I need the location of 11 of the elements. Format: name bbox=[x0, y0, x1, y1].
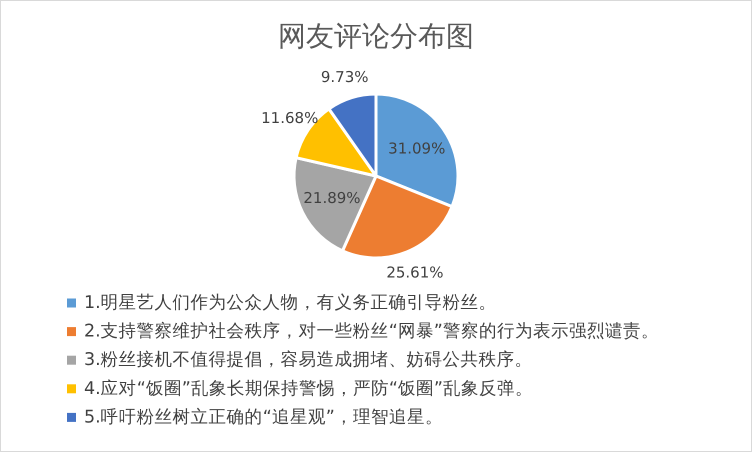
legend-label: 3.粉丝接机不值得提倡，容易造成拥堵、妨碍公共秩序。 bbox=[84, 349, 533, 370]
legend-label: 1.明星艺人们作为公众人物，有义务正确引导粉丝。 bbox=[84, 292, 497, 313]
data-label: 21.89% bbox=[303, 188, 361, 207]
chart-title: 网友评论分布图 bbox=[278, 20, 474, 52]
data-label: 11.68% bbox=[261, 108, 318, 127]
legend-label: 4.应对“饭圈”乱象长期保持警惕，严防“饭圈”乱象反弹。 bbox=[84, 378, 533, 399]
data-label: 31.09% bbox=[388, 139, 446, 158]
legend-label: 5.呼吁粉丝树立正确的“追星观”，理智追星。 bbox=[84, 406, 443, 428]
data-label: 9.73% bbox=[320, 68, 369, 86]
data-label: 25.61% bbox=[386, 263, 444, 282]
legend-label: 2.支持警察维护社会秩序，对一些粉丝“网暴”警察的行为表示强烈谴责。 bbox=[84, 320, 659, 342]
